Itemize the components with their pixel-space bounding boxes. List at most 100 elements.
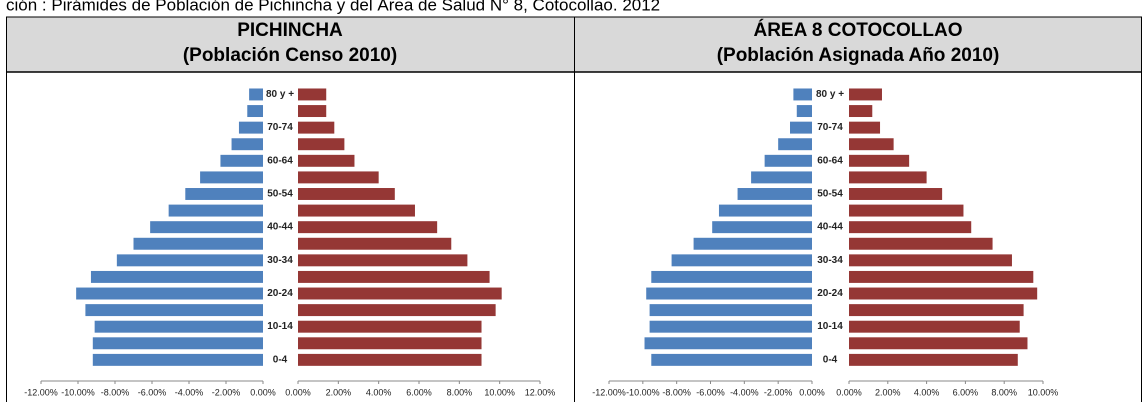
- category-label: 10-14: [817, 321, 843, 332]
- x-tick-label: -8.00%: [101, 387, 130, 397]
- bar: [185, 188, 263, 200]
- bar: [790, 121, 812, 134]
- bar: [298, 254, 468, 267]
- bar: [849, 270, 1034, 283]
- x-tick-label: 2.00%: [875, 387, 901, 397]
- category-label: 70-74: [267, 122, 293, 133]
- category-label: 60-64: [817, 155, 843, 166]
- bar: [849, 204, 964, 217]
- category-label: 40-44: [817, 222, 843, 233]
- bar: [298, 221, 438, 234]
- category-label: 20-24: [817, 288, 843, 299]
- bar: [92, 337, 263, 350]
- bar: [849, 320, 1020, 333]
- caption: ción : Pirámides de Población de Pichinc…: [6, 0, 660, 14]
- x-tick-label: 8.00%: [991, 387, 1017, 397]
- bar: [646, 287, 812, 300]
- category-label: 30-34: [267, 255, 293, 266]
- bar: [849, 138, 894, 151]
- bar: [849, 337, 1028, 350]
- bar: [116, 254, 263, 267]
- x-tick-label: 0.00%: [285, 387, 311, 397]
- x-tick-label: 10.00%: [484, 387, 515, 397]
- bar: [712, 221, 812, 234]
- bar: [298, 121, 335, 134]
- bar: [796, 105, 812, 118]
- bar: [168, 204, 263, 217]
- bar: [849, 353, 1018, 366]
- bar: [200, 171, 263, 184]
- x-tick-label: -6.00%: [138, 387, 167, 397]
- category-label: 60-64: [267, 155, 293, 166]
- x-tick-label: 12.00%: [525, 387, 556, 397]
- bar: [94, 320, 264, 333]
- bar: [133, 237, 263, 250]
- chart-title: ÁREA 8 COTOCOLLAO: [753, 19, 962, 41]
- x-tick-label: 2.00%: [326, 387, 352, 397]
- bar: [849, 88, 882, 101]
- x-tick-label: -2.00%: [764, 387, 793, 397]
- bar: [849, 171, 927, 184]
- bar: [849, 304, 1024, 317]
- bar: [849, 254, 1012, 267]
- x-tick-label: 0.00%: [836, 387, 862, 397]
- x-tick-label: 6.00%: [406, 387, 432, 397]
- bar: [849, 105, 873, 118]
- x-tick-label: 0.00%: [799, 387, 825, 397]
- bar: [649, 304, 812, 317]
- x-tick-label: -6.00%: [696, 387, 725, 397]
- bar: [231, 138, 263, 151]
- x-tick-label: 6.00%: [953, 387, 979, 397]
- bar: [249, 88, 263, 101]
- x-tick-label: 4.00%: [366, 387, 392, 397]
- x-tick-label: -12.00%: [592, 387, 626, 397]
- x-tick-label: -2.00%: [212, 387, 241, 397]
- x-tick-label: -12.00%: [24, 387, 58, 397]
- bar: [298, 287, 502, 300]
- bar: [651, 353, 812, 366]
- category-label: 70-74: [817, 122, 843, 133]
- bar: [849, 287, 1038, 300]
- category-label: 0-4: [823, 354, 838, 365]
- chart-subtitle: (Población Censo 2010): [183, 45, 397, 66]
- bar: [298, 270, 490, 283]
- bar: [849, 154, 910, 167]
- bar: [298, 337, 482, 350]
- bar: [298, 188, 395, 200]
- category-label: 40-44: [267, 222, 293, 233]
- bar: [718, 204, 812, 217]
- bar: [298, 88, 327, 101]
- bar: [849, 221, 972, 234]
- bar: [298, 154, 355, 167]
- category-label: 10-14: [267, 321, 293, 332]
- x-tick-label: -10.00%: [61, 387, 95, 397]
- x-tick-label: -8.00%: [662, 387, 691, 397]
- bar: [764, 154, 812, 167]
- bar: [238, 121, 263, 134]
- bar: [644, 337, 812, 350]
- x-tick-label: -4.00%: [175, 387, 204, 397]
- category-label: 50-54: [267, 188, 293, 199]
- bar: [298, 138, 345, 151]
- bar: [737, 188, 812, 200]
- bar: [298, 171, 379, 184]
- bar: [85, 304, 264, 317]
- bar: [649, 320, 812, 333]
- category-label: 30-34: [817, 255, 843, 266]
- x-tick-label: -10.00%: [626, 387, 660, 397]
- bar: [298, 105, 327, 118]
- bar: [693, 237, 812, 250]
- bar: [849, 121, 881, 134]
- category-label: 0-4: [273, 354, 288, 365]
- x-tick-label: 8.00%: [447, 387, 473, 397]
- bar: [298, 320, 482, 333]
- bar: [849, 188, 943, 200]
- category-label: 20-24: [267, 288, 293, 299]
- bar: [849, 237, 993, 250]
- bar: [90, 270, 263, 283]
- x-tick-label: 0.00%: [250, 387, 276, 397]
- x-tick-label: 10.00%: [1028, 387, 1059, 397]
- bar: [247, 105, 263, 118]
- bar: [651, 270, 812, 283]
